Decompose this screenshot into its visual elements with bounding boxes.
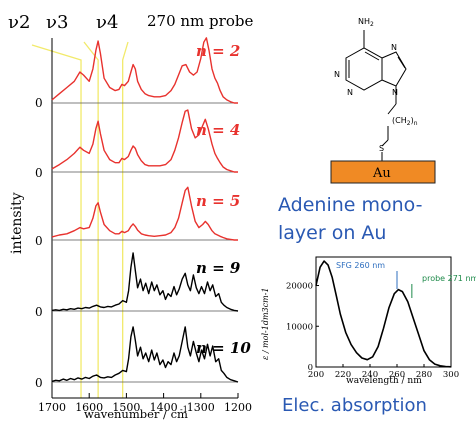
band-guide-3 bbox=[83, 41, 99, 398]
spectra-x-label-superscript: -1 bbox=[180, 405, 188, 414]
spectra-x-tick-label: 1400 bbox=[150, 401, 178, 414]
alkyl-chain-label: (CH2)n bbox=[392, 116, 418, 127]
spectra-x-label: wavenumber / cm bbox=[84, 407, 188, 421]
band-label-v3: ν3 bbox=[46, 12, 68, 33]
n-label-9: n = 9 bbox=[196, 259, 241, 277]
spectra-baselines bbox=[52, 102, 238, 383]
zero-label-n4: 0 bbox=[35, 166, 43, 180]
trace-10 bbox=[51, 326, 239, 383]
band-label-v4: ν4 bbox=[96, 12, 118, 33]
ring-nitrogen-3: N bbox=[391, 43, 397, 52]
ring-nitrogen-4: N bbox=[392, 88, 398, 97]
amino-label: NH2 bbox=[358, 17, 374, 28]
gold-label: Au bbox=[372, 166, 391, 181]
trace-5 bbox=[51, 186, 238, 241]
spectra-x-tick-label: 1200 bbox=[224, 401, 252, 414]
absorption-annotations bbox=[396, 271, 413, 298]
n-label-10: n = 10 bbox=[196, 339, 251, 357]
annotation-sfg: SFG 260 nm bbox=[336, 261, 385, 270]
spectra-y-label: intensity bbox=[9, 192, 25, 254]
n-label-2: n = 2 bbox=[196, 42, 240, 60]
absorption-y-label: ε / mol-1dm3cm-1 bbox=[261, 288, 270, 360]
chain-bond-2 bbox=[387, 103, 397, 115]
band-guide-4 bbox=[122, 41, 129, 398]
band-guide-lines bbox=[31, 41, 129, 398]
zero-label-n5: 0 bbox=[35, 234, 43, 248]
spectra-x-tick-label: 1700 bbox=[38, 401, 66, 414]
zero-label-n9: 0 bbox=[35, 305, 43, 319]
imidazole-ring bbox=[381, 51, 407, 87]
absorption-y-tick-label: 20000 bbox=[286, 282, 313, 292]
band-guide-2 bbox=[31, 44, 82, 398]
absorption-ticks: 200 220 240 260 280 300 0 10000 20000 bbox=[286, 282, 459, 380]
absorption-x-tick-label: 200 bbox=[308, 370, 324, 380]
ring-nitrogen-2: N bbox=[347, 88, 353, 97]
sulfur-label: S bbox=[379, 144, 384, 153]
spectra-traces bbox=[51, 37, 239, 383]
spectra-x-tick-label: 1600 bbox=[75, 401, 103, 414]
n-label-5: n = 5 bbox=[196, 192, 240, 210]
caption-adenine-line1: Adenine mono- bbox=[278, 194, 423, 216]
gold-substrate bbox=[330, 160, 436, 184]
raman-spectra-panel: 1700 1600 1500 1400 1300 1200 ν2 ν3 ν4 270 nm… bbox=[8, 12, 253, 421]
spectra-title: 270 nm probe bbox=[147, 12, 253, 30]
chain-bond-4 bbox=[381, 139, 389, 147]
absorption-x-label: wavelength / nm bbox=[346, 376, 422, 386]
absorption-spectrum-panel: 200 220 240 260 280 300 0 10000 20000 wavelength… bbox=[261, 256, 476, 386]
pyrimidine-ring bbox=[345, 47, 383, 91]
absorption-curve bbox=[315, 260, 452, 368]
absorption-y-tick-label: 0 bbox=[308, 363, 313, 373]
double-bond-3 bbox=[397, 56, 406, 69]
n-label-4: n = 4 bbox=[196, 121, 240, 139]
trace-2 bbox=[51, 37, 238, 104]
spectra-x-tick-label: 1500 bbox=[112, 401, 140, 414]
trace-4 bbox=[51, 109, 238, 173]
band-label-v2: ν2 bbox=[8, 12, 30, 33]
absorption-x-tick-label: 220 bbox=[335, 370, 351, 380]
absorption-x-tick-label: 260 bbox=[389, 370, 405, 380]
annotation-probe: probe 271 nm bbox=[422, 274, 476, 283]
absorption-frame bbox=[315, 256, 452, 368]
caption-adenine-line2: layer on Au bbox=[278, 222, 386, 244]
caption-absorption: Elec. absorption bbox=[282, 395, 427, 416]
absorption-x-tick-label: 300 bbox=[443, 370, 459, 380]
ring-nitrogen-1: N bbox=[334, 70, 340, 79]
zero-label-n2: 0 bbox=[35, 96, 43, 110]
spectra-x-tick-label: 1300 bbox=[187, 401, 215, 414]
trace-9 bbox=[51, 252, 239, 312]
absorption-x-tick-label: 240 bbox=[362, 370, 378, 380]
absorption-y-tick-label: 10000 bbox=[286, 322, 313, 332]
zero-label-n10: 0 bbox=[35, 376, 43, 390]
spectra-x-ticks: 1700 1600 1500 1400 1300 1200 bbox=[38, 393, 252, 414]
adenine-structure bbox=[345, 30, 407, 161]
absorption-x-tick-label: 280 bbox=[416, 370, 432, 380]
absorption-curve-group bbox=[315, 260, 452, 368]
double-bond-2 bbox=[364, 51, 380, 61]
